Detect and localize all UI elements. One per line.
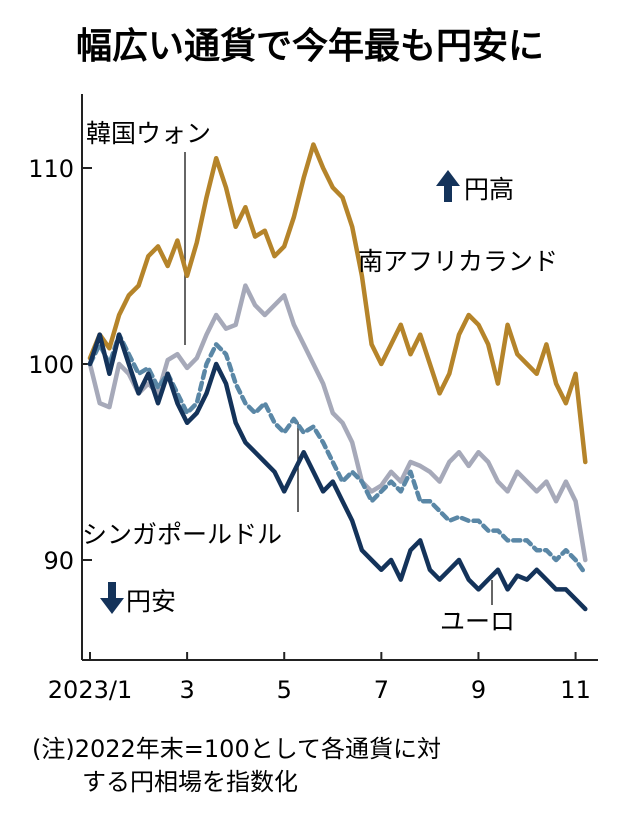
yen-down-annotation: 円安 [100, 582, 176, 616]
series-line-1 [87, 283, 588, 563]
y-tick-label: 90 [43, 547, 74, 575]
series-label-krw: 韓国ウォン [86, 119, 211, 148]
series-line-3 [87, 332, 588, 612]
y-tick-label: 110 [28, 155, 74, 183]
x-tick-label: 11 [560, 676, 591, 704]
x-ticks: 2023/1 3 5 7 9 11 [48, 652, 591, 704]
series-line-0 [87, 142, 588, 465]
x-tick-label: 3 [179, 676, 194, 704]
x-tick-label: 7 [374, 676, 389, 704]
footnote-line-2: する円相場を指数化 [82, 768, 298, 796]
x-tick-label: 5 [277, 676, 292, 704]
arrow-down-icon [100, 582, 124, 614]
arrow-up-icon [436, 170, 460, 202]
yen-down-label: 円安 [126, 587, 176, 616]
footnote-line-1: (注)2022年末=100として各通貨に対 [32, 735, 441, 763]
yen-up-label: 円高 [464, 175, 514, 204]
y-ticks: 90 100 110 [28, 155, 92, 575]
chart-title: 幅広い通貨で今年最も円安に [76, 26, 544, 67]
y-tick-label: 100 [28, 351, 74, 379]
series-label-eur: ユーロ [440, 607, 515, 636]
x-tick-label: 2023/1 [48, 676, 132, 704]
series-label-sgd: シンガポールドル [82, 520, 282, 549]
x-tick-label: 9 [471, 676, 486, 704]
series-group [87, 142, 588, 612]
series-label-zar: 南アフリカランド [358, 247, 558, 276]
yen-up-annotation: 円高 [436, 170, 514, 204]
